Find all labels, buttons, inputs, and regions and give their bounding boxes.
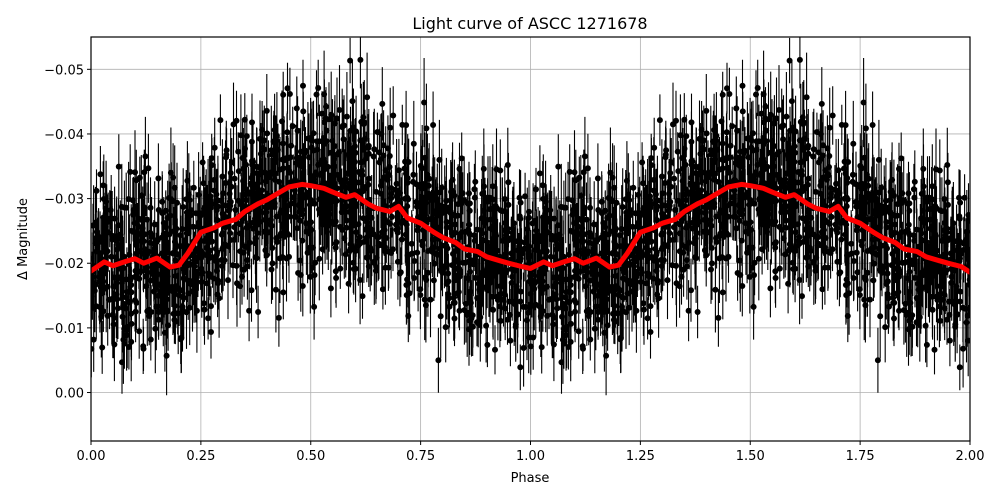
x-axis: 0.00 0.25 0.50 0.75 1.00 1.25 1.50 1.75 2.00 — [77, 441, 985, 464]
chart-title-overlay: Light curve of ASCC 1271678 — [412, 14, 647, 33]
y-tick-label: −0.05 — [44, 63, 84, 78]
y-tick-label: −0.04 — [44, 128, 84, 143]
x-tick-label: 0.25 — [186, 449, 215, 464]
binned-mean-curve — [88, 181, 973, 275]
x-tick-label: 2.00 — [956, 449, 985, 464]
y-axis-label: Δ Magnitude — [16, 198, 31, 280]
x-tick-label: 1.00 — [516, 449, 545, 464]
x-tick-label: 0.00 — [77, 449, 106, 464]
y-tick-label: −0.03 — [44, 193, 84, 208]
x-tick-label: 1.75 — [846, 449, 875, 464]
x-axis-label: Phase — [511, 471, 550, 486]
x-tick-label: 1.25 — [626, 449, 655, 464]
x-tick-label: 0.50 — [296, 449, 325, 464]
y-tick-label: −0.02 — [44, 257, 84, 272]
y-axis: −0.05 −0.04 −0.03 −0.02 −0.01 0.00 — [44, 63, 91, 402]
y-tick-label: −0.01 — [44, 322, 84, 337]
x-tick-label: 0.75 — [406, 449, 435, 464]
x-tick-label: 1.50 — [736, 449, 765, 464]
y-tick-label: 0.00 — [55, 387, 84, 402]
